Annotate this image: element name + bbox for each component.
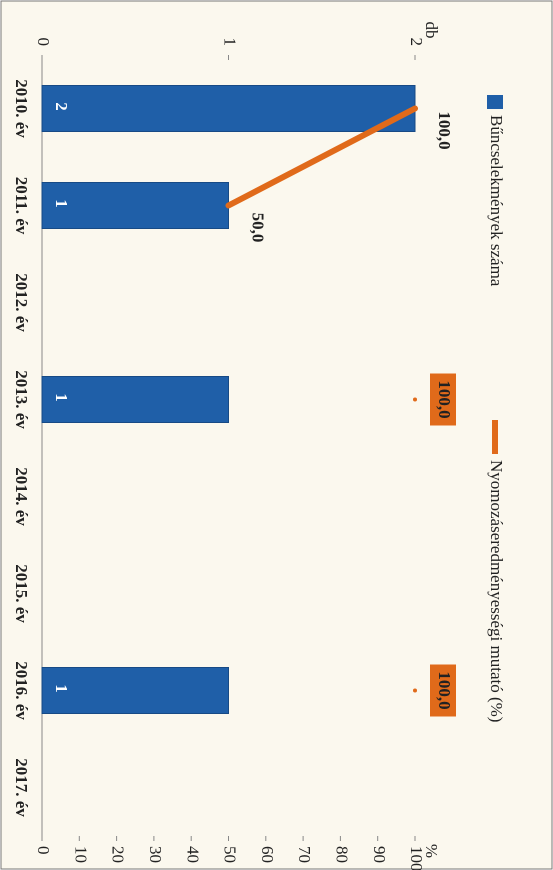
bar (41, 85, 416, 132)
y2-tick-label: 70 (295, 846, 314, 863)
legend-label: Bűncselekmények száma (487, 115, 506, 287)
y2-tick-label: 50 (221, 846, 240, 863)
y2-tick-label: 30 (146, 846, 165, 863)
bar-label: 2 (52, 102, 71, 111)
line-series (225, 105, 418, 209)
line-label: 100,0 (435, 111, 454, 149)
bar (41, 376, 229, 423)
x-tick-label: 2011. év (12, 177, 31, 235)
x-tick-label: 2016. év (12, 661, 31, 720)
x-tick-label: 2017. év (12, 758, 31, 817)
bar-label: 1 (52, 393, 71, 402)
legend-swatch (487, 95, 503, 109)
label-box (430, 664, 456, 717)
y2-tick-label: 60 (258, 846, 277, 863)
line-point (413, 397, 417, 402)
line-label: 100,0 (435, 671, 454, 709)
x-tick-label: 2013. év (12, 370, 31, 429)
y2-tick-label: 10 (71, 846, 90, 863)
x-tick-label: 2014. év (12, 467, 31, 526)
x-tick-label: 2012. év (12, 273, 31, 332)
legend-label: Nyomozáseredményességi mutató (%) (487, 460, 506, 722)
bar (41, 667, 229, 714)
y2-tick-label: 100 (407, 846, 426, 870)
line-label: 100,0 (435, 380, 454, 418)
line-point (413, 688, 417, 693)
y2-tick-label: 20 (109, 846, 128, 863)
x-tick-label: 2010. év (12, 79, 31, 138)
y-axis-title: db (422, 22, 441, 39)
line-label: 50,0 (249, 213, 268, 243)
label-box (430, 373, 456, 426)
y-tick-label: 1 (221, 38, 240, 47)
y2-tick-label: 0 (34, 846, 53, 855)
y-tick-label: 2 (407, 38, 426, 47)
bar-label: 1 (52, 684, 71, 693)
y-tick-label: 0 (34, 38, 53, 47)
y2-tick-label: 90 (370, 846, 389, 863)
bar-label: 1 (52, 199, 71, 208)
x-tick-label: 2015. év (12, 564, 31, 623)
y2-axis-title: % (422, 844, 441, 858)
y2-tick-label: 40 (183, 846, 202, 863)
y2-tick-label: 80 (332, 846, 351, 863)
